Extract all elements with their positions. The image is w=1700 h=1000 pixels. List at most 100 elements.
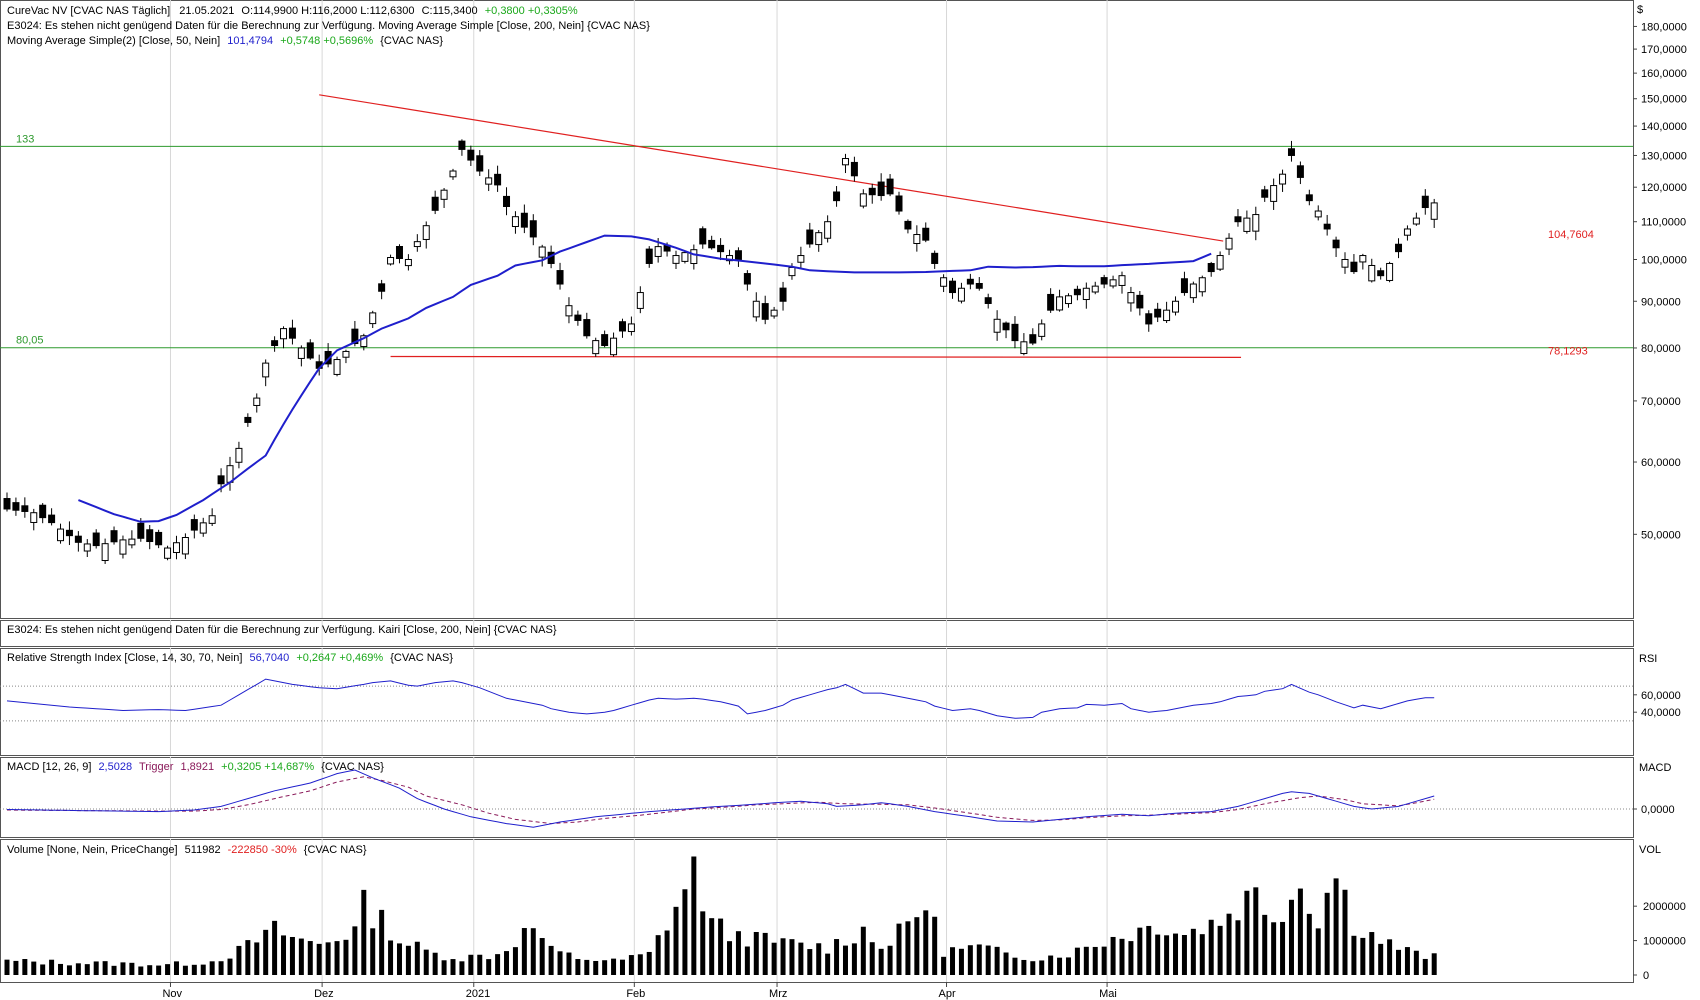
volume-bar xyxy=(1378,943,1384,975)
candle-body xyxy=(743,273,751,285)
candle-body xyxy=(1421,195,1429,209)
legend-vol-change: -222850 -30% xyxy=(228,844,297,856)
volume-bar xyxy=(1235,920,1241,975)
candle-body xyxy=(360,335,368,348)
candle-body xyxy=(217,475,225,485)
candle-body xyxy=(601,334,609,346)
volume-bar xyxy=(289,936,295,975)
pane-frame xyxy=(0,0,1634,619)
candle-body xyxy=(1270,185,1278,202)
candle-body xyxy=(1341,258,1349,268)
candle-body xyxy=(494,173,502,186)
candle-body xyxy=(1359,255,1367,263)
volume-bar xyxy=(807,949,813,975)
legend-macd-change: +0,3205 +14,687% xyxy=(221,761,314,773)
volume-bar xyxy=(611,958,617,975)
volume-bar xyxy=(495,954,501,975)
candle-body xyxy=(57,528,65,542)
candle-body xyxy=(458,140,466,150)
volume-bar xyxy=(245,940,251,975)
legend-rsi-value: 56,7040 xyxy=(249,652,289,664)
volume-bar xyxy=(191,964,197,975)
volume-bar xyxy=(1244,890,1250,975)
candle-body xyxy=(1136,294,1144,309)
candle-body xyxy=(253,397,261,406)
volume-bar xyxy=(129,962,135,975)
volume-bar xyxy=(530,928,536,975)
legend-date: 21.05.2021 xyxy=(179,5,234,17)
volume-bar xyxy=(432,952,438,975)
candle-body xyxy=(1252,214,1260,232)
volume-bar xyxy=(673,906,679,975)
volume-bar xyxy=(379,909,385,975)
volume-bar xyxy=(84,964,90,975)
candle-body xyxy=(92,532,100,547)
candle-body xyxy=(476,155,484,172)
volume-bar xyxy=(477,954,483,975)
candle-body xyxy=(815,232,823,246)
svg-text:Volume [None, Nein, PriceChang: Volume [None, Nein, PriceChange] 511982 … xyxy=(7,844,367,856)
candle-body xyxy=(1323,223,1331,230)
candle-body xyxy=(297,347,305,359)
volume-bar xyxy=(361,889,367,975)
legend-close: C:115,3400 xyxy=(422,5,478,17)
candle-body xyxy=(1279,173,1287,185)
candle-body xyxy=(940,277,948,287)
candle-body xyxy=(199,522,207,534)
volume-bar xyxy=(1217,925,1223,975)
legend-sma-label: Moving Average Simple(2) [Close, 50, Nei… xyxy=(7,35,220,47)
candle-body xyxy=(1261,189,1269,198)
volume-bar xyxy=(1137,927,1143,975)
candle-body xyxy=(922,227,930,241)
volume-bar xyxy=(798,942,804,975)
candle-body xyxy=(583,319,591,337)
price-tick-label: 50,0000 xyxy=(1641,529,1681,541)
volume-bar xyxy=(209,961,215,975)
pane-frame xyxy=(0,620,1634,647)
candle-body xyxy=(717,244,725,253)
candle-body xyxy=(1091,285,1099,293)
macd-tick-label: 0,0000 xyxy=(1641,804,1675,816)
legend-vol-suffix: {CVAC NAS} xyxy=(304,844,367,856)
volume-bar xyxy=(165,964,171,975)
level-annotation: 104,7604 xyxy=(1548,229,1594,241)
candle-body xyxy=(520,212,528,228)
volume-bar xyxy=(388,940,394,975)
sma50-path xyxy=(78,234,1212,523)
legend-sma-value: 101,4794 xyxy=(227,35,273,47)
support-label: 133 xyxy=(16,133,34,145)
candle-body xyxy=(431,196,439,211)
candle-body xyxy=(395,246,403,259)
legend-sma-suffix: {CVAC NAS} xyxy=(380,35,443,47)
candle-body xyxy=(181,537,189,555)
volume-bar xyxy=(575,959,581,975)
volume-bar xyxy=(1074,947,1080,975)
volume-bar xyxy=(896,923,902,975)
volume-bar xyxy=(138,966,144,975)
volume-bar xyxy=(860,926,866,975)
candle-body xyxy=(877,181,885,197)
candle-body xyxy=(422,225,430,240)
volume-bar xyxy=(102,961,108,975)
volume-bar xyxy=(414,941,420,975)
legend-main: CureVac NV [CVAC NAS Täglich] 21.05.2021… xyxy=(7,5,650,856)
volume-bar xyxy=(655,935,661,975)
legend-macd-suffix: {CVAC NAS} xyxy=(321,761,384,773)
candle-body xyxy=(975,282,983,289)
volume-bar xyxy=(566,952,572,975)
candle-body xyxy=(1002,322,1010,331)
volume-bar xyxy=(173,961,179,975)
candle-body xyxy=(369,312,377,325)
price-tick-label: 130,0000 xyxy=(1641,150,1687,162)
pane-frames xyxy=(0,0,1634,983)
legend-macd-label: MACD [12, 26, 9] xyxy=(7,761,91,773)
volume-bar xyxy=(218,961,224,975)
candle-body xyxy=(440,189,448,200)
legend-rsi-suffix: {CVAC NAS} xyxy=(390,652,453,664)
candle-body xyxy=(146,529,154,543)
candle-body xyxy=(101,543,109,562)
candle-body xyxy=(262,362,270,378)
candle-body xyxy=(244,416,252,423)
candle-body xyxy=(378,283,386,292)
candle-body xyxy=(1216,255,1224,270)
